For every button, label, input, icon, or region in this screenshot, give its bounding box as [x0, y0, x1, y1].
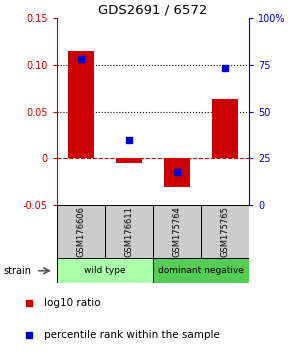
Text: strain: strain — [3, 266, 31, 276]
Text: GSM175765: GSM175765 — [220, 206, 230, 257]
Title: GDS2691 / 6572: GDS2691 / 6572 — [98, 4, 208, 17]
Bar — [105, 205, 153, 258]
Text: dominant negative: dominant negative — [158, 266, 244, 275]
Bar — [57, 205, 105, 258]
Text: GSM175764: GSM175764 — [172, 206, 182, 257]
Point — [127, 137, 131, 142]
Point — [175, 169, 179, 175]
Bar — [212, 99, 238, 159]
Text: GSM176611: GSM176611 — [124, 206, 134, 257]
Point — [79, 56, 83, 62]
Text: percentile rank within the sample: percentile rank within the sample — [44, 330, 219, 339]
Text: wild type: wild type — [84, 266, 126, 275]
Point — [27, 332, 32, 337]
Bar — [153, 258, 249, 283]
Bar — [153, 205, 201, 258]
Bar — [57, 258, 153, 283]
Bar — [164, 159, 190, 187]
Bar — [116, 159, 142, 163]
Bar — [201, 205, 249, 258]
Text: GSM176606: GSM176606 — [76, 206, 85, 257]
Text: log10 ratio: log10 ratio — [44, 298, 100, 308]
Point — [223, 65, 227, 71]
Point — [27, 300, 32, 306]
Bar — [68, 51, 94, 159]
